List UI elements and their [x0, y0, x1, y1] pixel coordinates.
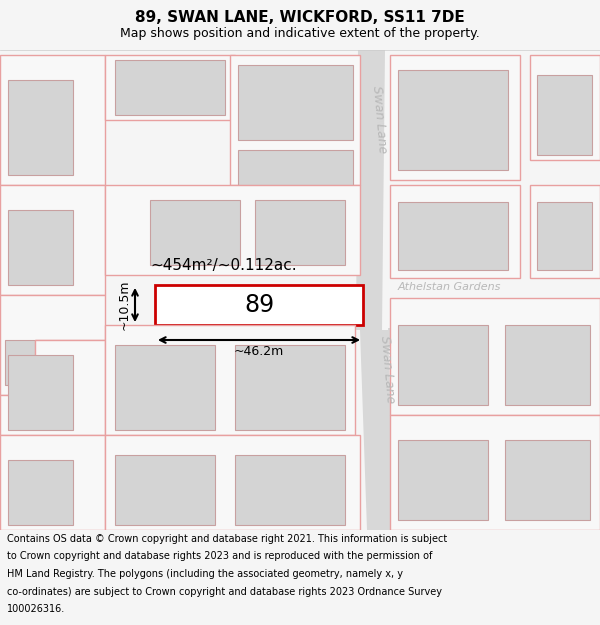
- Bar: [530, 55, 600, 160]
- Bar: [388, 328, 600, 348]
- Text: HM Land Registry. The polygons (including the associated geometry, namely x, y: HM Land Registry. The polygons (includin…: [7, 569, 403, 579]
- Bar: [150, 200, 240, 265]
- Bar: [230, 55, 360, 185]
- Bar: [8, 460, 73, 525]
- Bar: [390, 55, 520, 180]
- Bar: [390, 298, 600, 415]
- Text: ~46.2m: ~46.2m: [234, 345, 284, 358]
- Polygon shape: [0, 295, 105, 395]
- Bar: [398, 70, 508, 170]
- Text: Swan Lane: Swan Lane: [378, 336, 397, 404]
- Bar: [0, 185, 105, 295]
- Bar: [398, 440, 488, 520]
- Bar: [505, 440, 590, 520]
- Bar: [235, 455, 345, 525]
- Polygon shape: [360, 330, 395, 530]
- Bar: [238, 150, 353, 185]
- Text: 89, SWAN LANE, WICKFORD, SS11 7DE: 89, SWAN LANE, WICKFORD, SS11 7DE: [135, 10, 465, 25]
- Bar: [255, 200, 345, 265]
- Bar: [155, 285, 363, 325]
- Bar: [398, 325, 488, 405]
- Bar: [8, 80, 73, 175]
- Text: 89: 89: [244, 293, 274, 317]
- Bar: [530, 185, 600, 278]
- Bar: [505, 325, 590, 405]
- Text: to Crown copyright and database rights 2023 and is reproduced with the permissio: to Crown copyright and database rights 2…: [7, 551, 433, 561]
- Text: Athelstan Gardens: Athelstan Gardens: [398, 282, 502, 292]
- Bar: [105, 435, 360, 530]
- Text: Contains OS data © Crown copyright and database right 2021. This information is : Contains OS data © Crown copyright and d…: [7, 534, 448, 544]
- Bar: [105, 55, 235, 120]
- Bar: [390, 185, 520, 278]
- Bar: [8, 355, 73, 430]
- Text: Map shows position and indicative extent of the property.: Map shows position and indicative extent…: [120, 27, 480, 40]
- Bar: [5, 340, 35, 385]
- Bar: [105, 185, 360, 275]
- Text: 100026316.: 100026316.: [7, 604, 65, 614]
- Bar: [390, 415, 600, 530]
- Bar: [398, 202, 508, 270]
- Text: co-ordinates) are subject to Crown copyright and database rights 2023 Ordnance S: co-ordinates) are subject to Crown copyr…: [7, 586, 442, 596]
- Bar: [8, 210, 73, 285]
- Text: Swan Lane: Swan Lane: [370, 86, 389, 154]
- Bar: [115, 345, 215, 430]
- Bar: [115, 455, 215, 525]
- Text: ~454m²/~0.112ac.: ~454m²/~0.112ac.: [150, 258, 296, 273]
- Polygon shape: [0, 55, 105, 185]
- Polygon shape: [356, 50, 385, 330]
- Bar: [0, 435, 105, 530]
- Text: ~10.5m: ~10.5m: [118, 280, 131, 330]
- Polygon shape: [105, 325, 355, 435]
- Bar: [238, 65, 353, 140]
- Bar: [537, 75, 592, 155]
- Polygon shape: [0, 340, 105, 435]
- Bar: [115, 60, 225, 115]
- Bar: [235, 345, 345, 430]
- Bar: [537, 202, 592, 270]
